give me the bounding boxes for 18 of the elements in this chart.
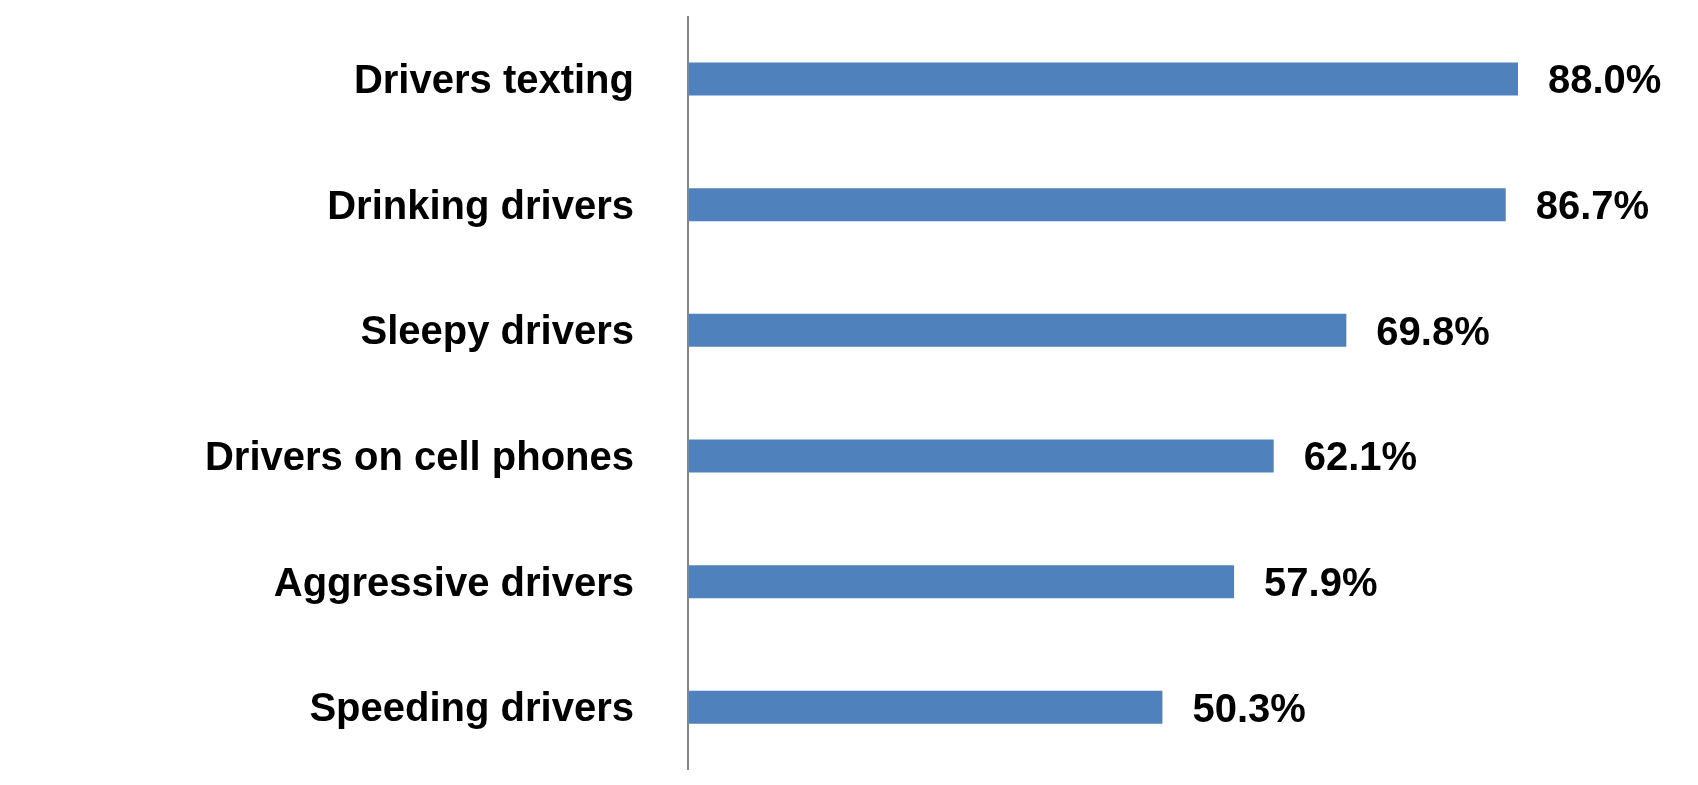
y-tick-label: Drivers texting	[353, 57, 634, 102]
data-label: 50.3%	[1192, 685, 1306, 730]
y-tick-label: Drivers on cell phones	[204, 434, 634, 479]
bar	[688, 439, 1274, 473]
y-tick-label: Drinking drivers	[327, 182, 634, 227]
data-label: 86.7%	[1535, 182, 1650, 227]
y-tick-label: Sleepy drivers	[360, 308, 634, 353]
bar	[688, 565, 1235, 599]
bar	[688, 188, 1506, 222]
bar	[688, 62, 1518, 96]
data-label: 69.8%	[1376, 308, 1490, 353]
y-tick-label: Aggressive drivers	[273, 559, 634, 604]
bar	[688, 313, 1347, 347]
data-label: 62.1%	[1303, 434, 1418, 479]
data-label: 57.9%	[1264, 559, 1378, 604]
data-label: 88.0%	[1548, 57, 1662, 102]
y-tick-label: Speeding drivers	[309, 685, 634, 730]
bar	[688, 690, 1163, 724]
